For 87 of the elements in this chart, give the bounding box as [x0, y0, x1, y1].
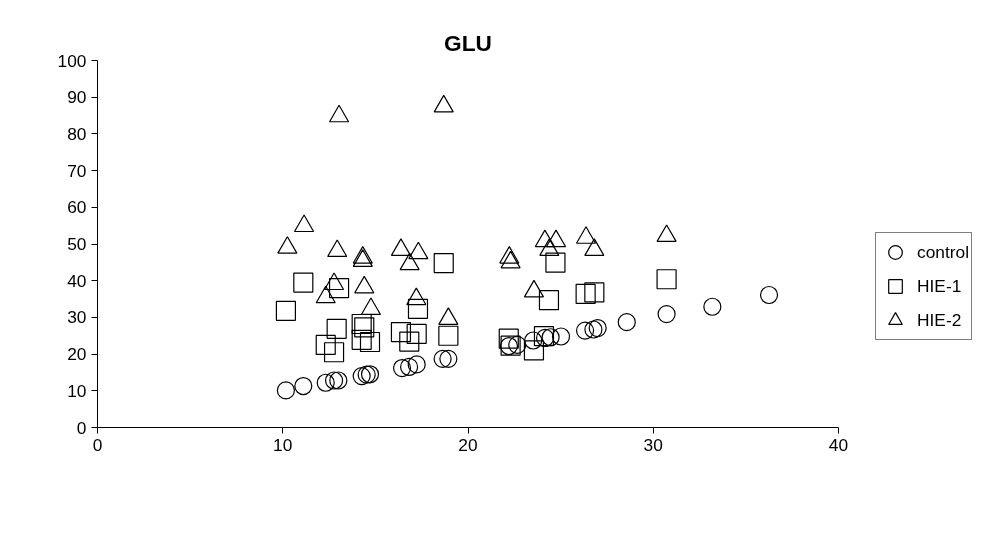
point [523, 279, 545, 298]
point [657, 305, 676, 324]
point [315, 334, 336, 356]
point [584, 320, 603, 339]
point [433, 252, 454, 274]
y-tick-label: 100 [57, 50, 87, 71]
point [408, 241, 429, 260]
y-tick-label: 50 [67, 234, 87, 254]
point [293, 272, 314, 293]
point [329, 371, 348, 390]
point [323, 272, 345, 291]
y-tick-label: 40 [67, 270, 87, 291]
x-tick-label: 30 [643, 434, 663, 455]
point [499, 246, 520, 264]
y-tick-label: 30 [67, 307, 87, 328]
point [584, 238, 605, 256]
y-tick-label: 60 [67, 197, 87, 218]
y-tick-label: 70 [67, 160, 87, 181]
point [359, 331, 381, 353]
point [390, 321, 412, 343]
point [759, 285, 779, 305]
point [390, 238, 412, 256]
point [545, 229, 567, 248]
point [406, 323, 427, 345]
point [399, 357, 419, 377]
point [328, 104, 350, 123]
x-tick-label: 0 [92, 434, 103, 455]
legend-label: HIE-1 [917, 275, 962, 297]
point [584, 282, 605, 303]
point [352, 367, 371, 386]
point [327, 239, 348, 258]
point [438, 325, 459, 346]
point [326, 318, 347, 339]
point [360, 365, 380, 384]
point [354, 275, 375, 294]
point [315, 285, 336, 304]
point [357, 365, 376, 384]
point [545, 252, 566, 273]
point [399, 252, 420, 271]
point [316, 373, 335, 392]
point [406, 287, 427, 306]
point [524, 331, 543, 350]
point [617, 313, 636, 332]
point [276, 381, 295, 400]
point [293, 214, 315, 233]
point [360, 297, 382, 316]
point [523, 340, 545, 361]
point [433, 349, 452, 368]
x-tick-label: 40 [828, 434, 849, 455]
y-tick-label: 10 [67, 380, 87, 401]
point [294, 376, 313, 396]
point [656, 269, 677, 290]
legend-label: HIE-2 [917, 309, 962, 331]
y-tick-label: 90 [67, 87, 87, 108]
point [328, 277, 350, 299]
point [538, 290, 560, 311]
point [399, 331, 420, 352]
point [275, 300, 296, 321]
point [534, 229, 555, 248]
x-tick-label: 10 [273, 434, 293, 455]
y-tick-label: 80 [67, 123, 87, 144]
point [508, 335, 527, 355]
point [498, 328, 519, 349]
point [439, 349, 458, 368]
point [433, 94, 454, 113]
point [575, 321, 595, 340]
x-tick-label: 20 [458, 434, 478, 455]
point [575, 283, 596, 305]
point [277, 236, 298, 254]
point [407, 298, 429, 320]
y-tick-label: 20 [67, 344, 87, 365]
point [351, 329, 372, 350]
point [539, 238, 560, 256]
point [541, 328, 560, 347]
point [500, 250, 521, 269]
point [575, 226, 597, 244]
y-tick-label: 0 [76, 417, 87, 438]
legend-label: control [917, 241, 970, 263]
point [656, 224, 677, 243]
point [551, 327, 571, 346]
point [588, 318, 607, 338]
chart-title: GLU [444, 29, 492, 56]
point [407, 355, 426, 374]
point [323, 342, 345, 363]
point [392, 358, 412, 378]
point [324, 371, 344, 390]
point [703, 297, 722, 316]
